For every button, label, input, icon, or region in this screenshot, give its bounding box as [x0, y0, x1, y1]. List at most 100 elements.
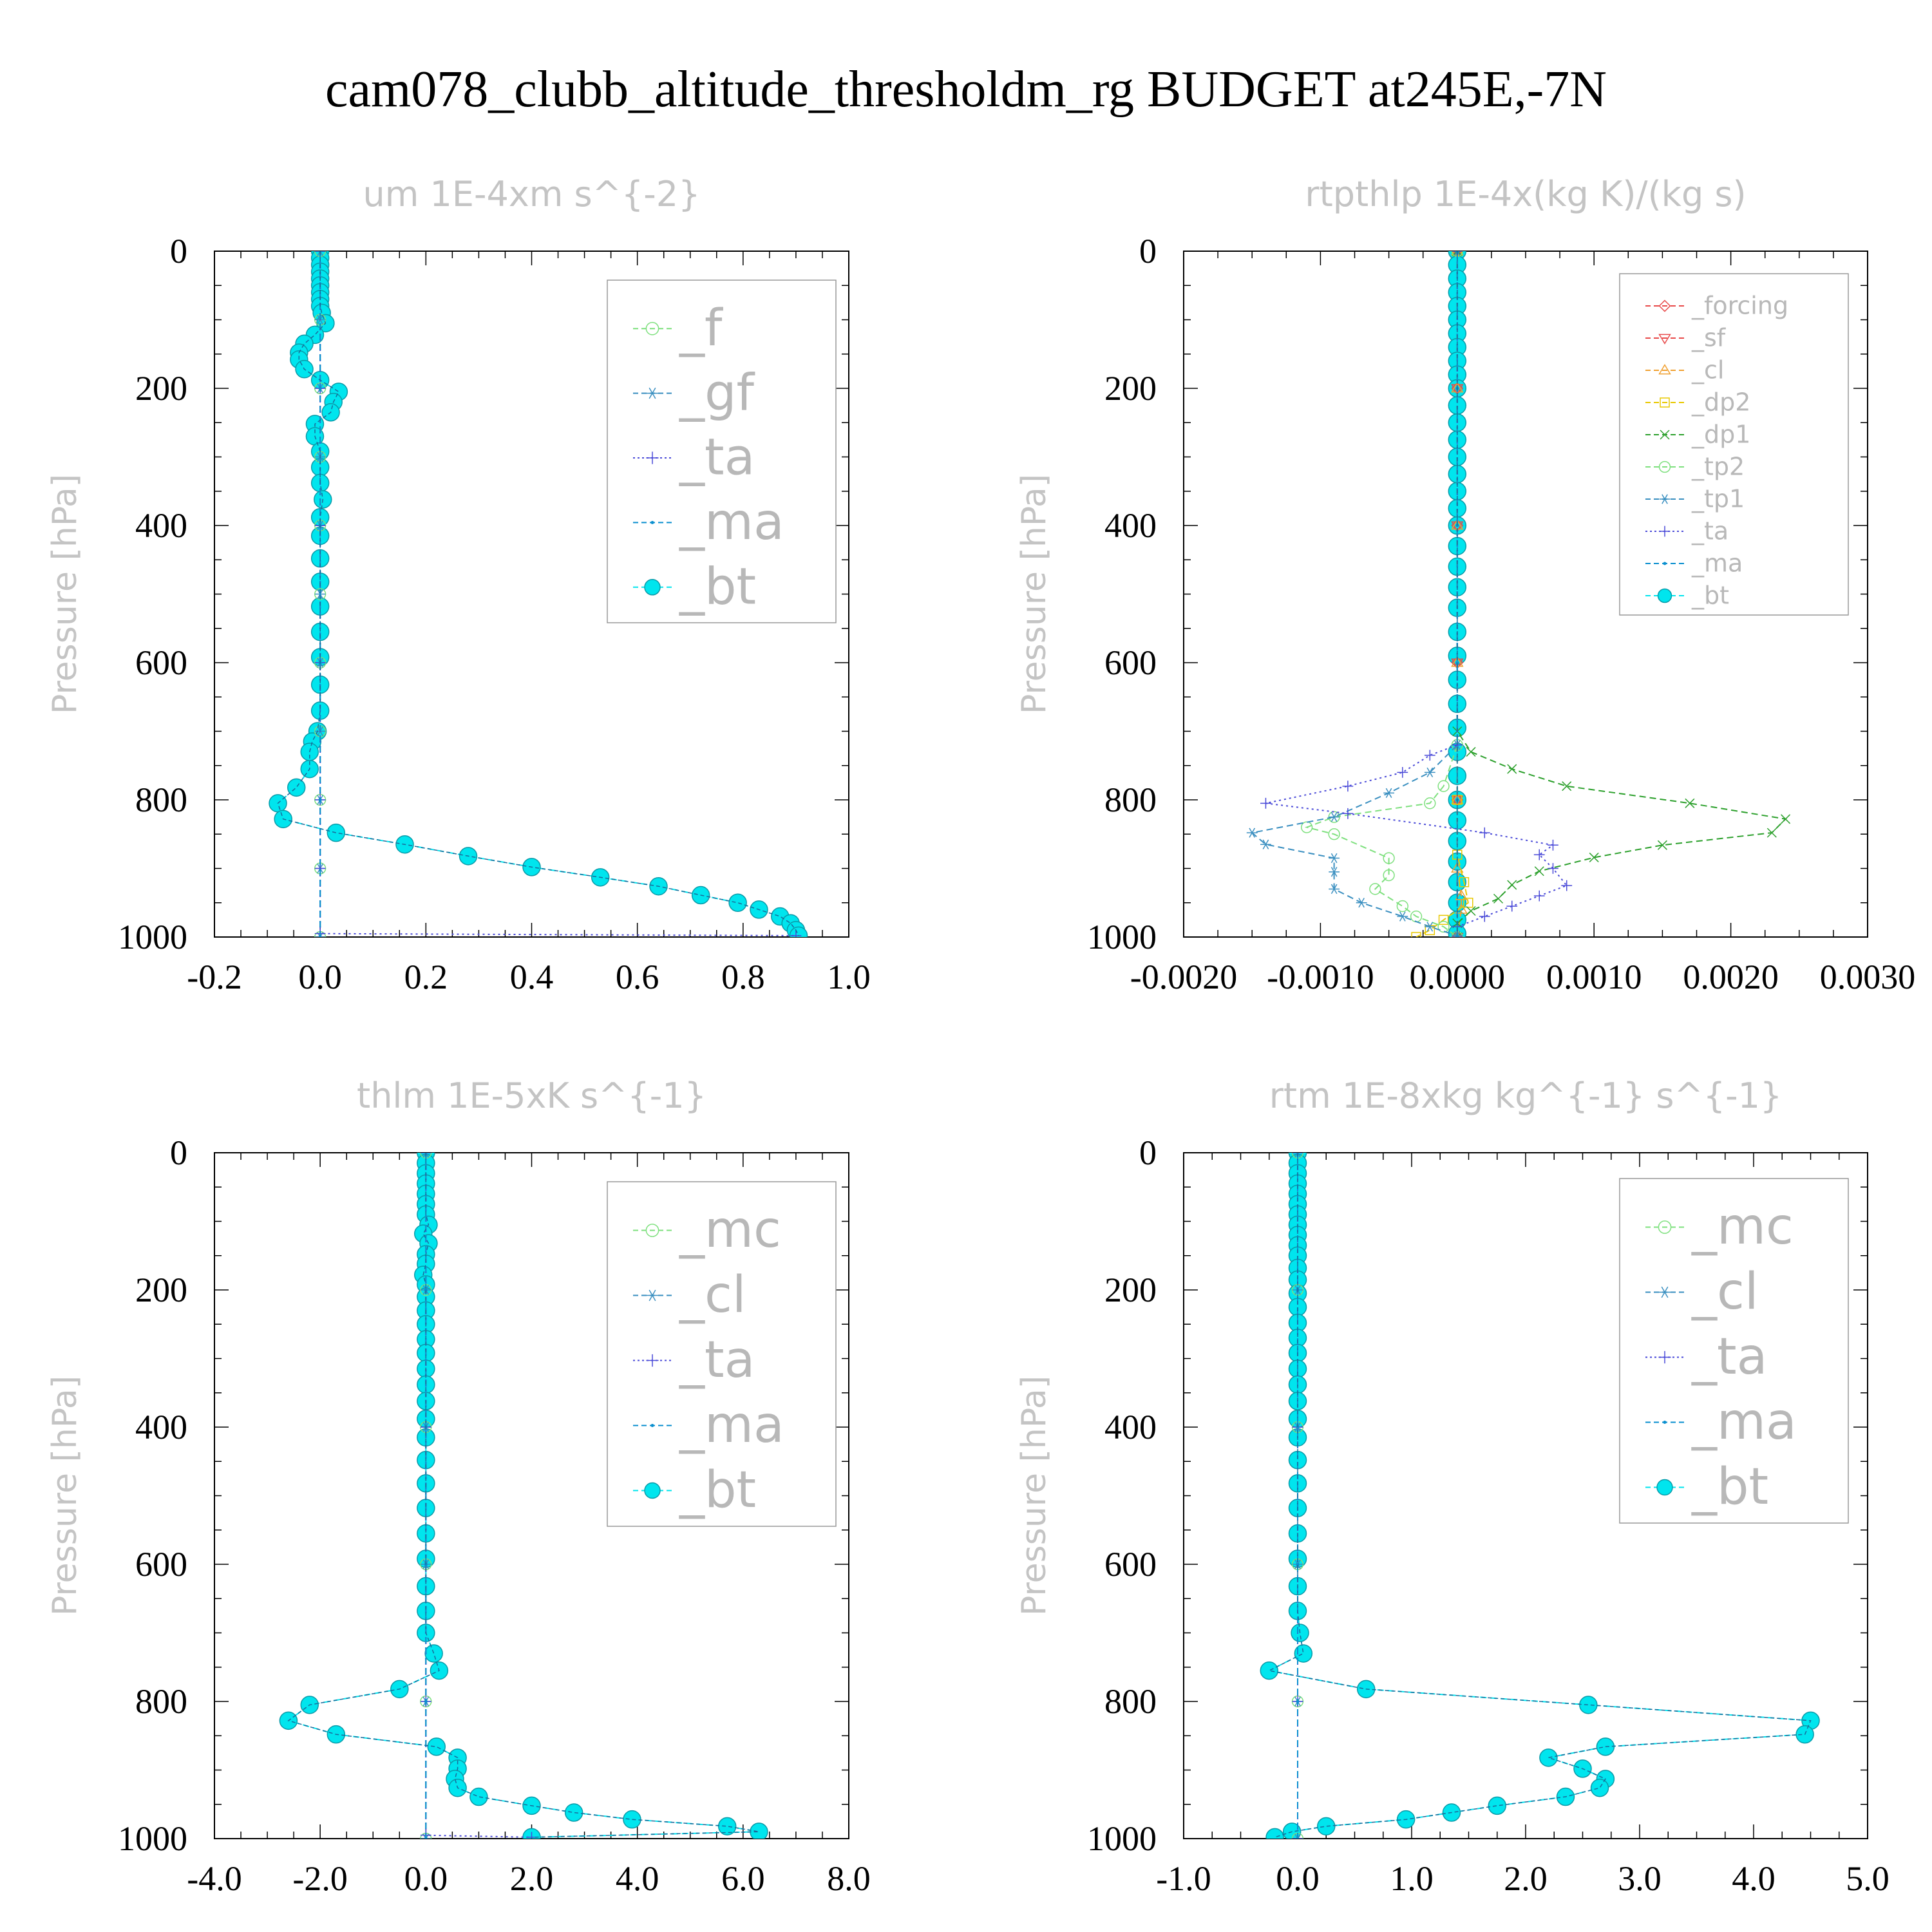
- legend-box: [1619, 1178, 1849, 1524]
- legend-label: _mc: [1691, 1198, 1794, 1256]
- marker-plus: [1479, 911, 1490, 922]
- marker-plus: [1548, 839, 1558, 851]
- marker-plus: [646, 1354, 659, 1367]
- x-tick-label: 8.0: [827, 1859, 871, 1898]
- marker-triangle-down: [1451, 795, 1464, 806]
- y-tick-label: 800: [1104, 1682, 1157, 1721]
- x-tick-label: -4.0: [187, 1859, 242, 1898]
- legend-item: _ta: [1645, 517, 1728, 545]
- marker-square: [1438, 914, 1449, 925]
- marker-circle: [1424, 797, 1436, 810]
- marker-x: [1657, 840, 1667, 850]
- x-tick-label: 0.8: [721, 958, 765, 996]
- series-line: [1265, 251, 1568, 937]
- x-tick-label: 0.6: [616, 958, 659, 996]
- y-tick-label: 0: [170, 1133, 187, 1172]
- marker-bt: [1317, 1817, 1336, 1836]
- marker-bt: [750, 1823, 768, 1839]
- marker-circle: [1437, 920, 1450, 933]
- marker-circle: [1396, 900, 1408, 913]
- marker-dot: [318, 798, 322, 802]
- y-tick-label: 200: [135, 1271, 187, 1309]
- x-tick-label: 0.0010: [1546, 958, 1642, 996]
- panel-title: thlm 1E-5xK s^{-1}: [357, 1075, 706, 1116]
- marker-plus: [1561, 880, 1573, 891]
- panels: um 1E-4xm s^{-2} Pressure [hPa] 0 200 400 600…: [46, 174, 1915, 1898]
- marker-circle: [1383, 869, 1395, 882]
- x-tick-label: -1.0: [1156, 1859, 1211, 1898]
- marker-dot: [1455, 661, 1459, 665]
- marker-asterisk: [1331, 853, 1338, 864]
- legend-label: _dp1: [1691, 421, 1750, 449]
- y-tick-label: 600: [1104, 1545, 1157, 1584]
- marker-asterisk: [1399, 911, 1406, 922]
- marker-x: [1562, 781, 1572, 791]
- marker-asterisk: [1297, 1833, 1301, 1839]
- marker-bt: [287, 778, 306, 797]
- legend-label: _mc: [679, 1201, 781, 1259]
- x-tick-label: 0.0020: [1683, 958, 1779, 996]
- x-tick-label: 2.0: [1504, 1859, 1548, 1898]
- marker-bt: [1657, 588, 1672, 603]
- y-tick-label: 1000: [118, 1819, 187, 1858]
- legend-item: _bt: [1645, 1458, 1768, 1516]
- x-tick-label: 6.0: [721, 1859, 765, 1898]
- marker-plus: [1397, 767, 1408, 778]
- legend-label: _ta: [1691, 1328, 1767, 1386]
- marker-asterisk: [1385, 788, 1392, 798]
- chart-panel: rtpthlp 1E-4x(kg K)/(kg s) Pressure [hPa]…: [1015, 174, 1915, 996]
- plot-area: [279, 1153, 768, 1839]
- legend-item: _dp1: [1645, 421, 1750, 449]
- marker-asterisk: [1456, 251, 1461, 256]
- marker-plus: [646, 451, 659, 464]
- y-tick-label: 600: [135, 1545, 187, 1584]
- panel-title: rtm 1E-8xkg kg^{-1} s^{-1}: [1269, 1075, 1783, 1116]
- marker-x: [1452, 251, 1463, 256]
- marker-dot: [318, 386, 322, 390]
- x-tick-label: 3.0: [1618, 1859, 1662, 1898]
- marker-bt: [427, 1738, 446, 1756]
- legend-label: _dp2: [1691, 388, 1750, 417]
- legend-label: _ma: [679, 493, 784, 551]
- marker-asterisk: [1331, 884, 1338, 895]
- x-tick-label: 5.0: [1846, 1859, 1889, 1898]
- x-tick-label: -2.0: [292, 1859, 347, 1898]
- x-tick-label: 4.0: [616, 1859, 659, 1898]
- y-tick-label: 400: [135, 506, 187, 545]
- legend: _forcing _sf _cl _dp2 _dp1 _tp2 _tp1 _ta _ma _bt: [1619, 273, 1849, 616]
- y-tick-label: 400: [1104, 506, 1157, 545]
- legend-label: _ta: [679, 429, 755, 487]
- marker-square: [1660, 397, 1670, 408]
- marker-bt: [1590, 1778, 1609, 1797]
- marker-bt: [424, 1644, 443, 1663]
- y-tick-label: 800: [135, 781, 187, 819]
- x-tick-label: 0.0030: [1820, 958, 1916, 996]
- marker-bt: [644, 1482, 661, 1499]
- marker-square: [1463, 898, 1473, 908]
- marker-bt: [1294, 1644, 1313, 1663]
- marker-plus: [1658, 1350, 1671, 1364]
- marker-asterisk: [319, 251, 324, 256]
- legend-label: _f: [679, 299, 723, 357]
- marker-circle: [1658, 1220, 1672, 1234]
- legend-label: _bt: [679, 558, 756, 616]
- marker-dot: [424, 1288, 428, 1292]
- legend-item: _f: [633, 299, 723, 357]
- series-bt-line: [287, 1153, 759, 1838]
- marker-plus: [1424, 750, 1435, 761]
- marker-asterisk: [1294, 1833, 1298, 1839]
- series-tp1: [1246, 251, 1463, 937]
- marker-square: [1425, 925, 1435, 936]
- legend-item: _ta: [633, 429, 755, 487]
- marker-x: [1685, 798, 1695, 808]
- marker-bt: [1488, 1796, 1506, 1815]
- marker-dot: [650, 1424, 654, 1427]
- marker-x: [1766, 828, 1777, 838]
- legend-label: _gf: [679, 364, 755, 422]
- marker-bt: [469, 1787, 488, 1806]
- legend-item: _forcing: [1645, 292, 1788, 320]
- legend-label: _sf: [1691, 324, 1727, 352]
- marker-asterisk: [1358, 898, 1365, 908]
- legend-item: _ma: [633, 493, 784, 551]
